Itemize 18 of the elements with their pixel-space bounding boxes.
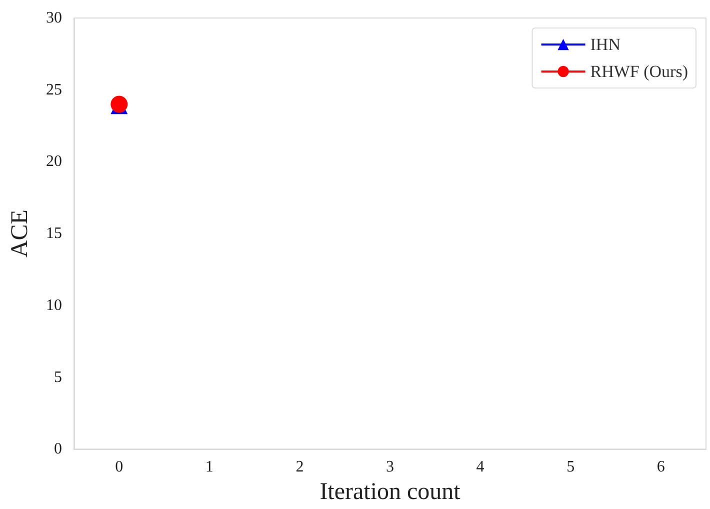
x-tick-label: 3 [386, 458, 394, 476]
x-tick-label: 1 [205, 458, 214, 476]
x-tick-label: 6 [656, 458, 665, 476]
x-axis-title: Iteration count [320, 479, 461, 505]
x-tick-label: 2 [296, 458, 304, 476]
y-tick-label: 10 [46, 296, 62, 314]
y-tick-label: 15 [46, 225, 62, 242]
legend-label: IHN [590, 35, 620, 54]
y-tick-label: 25 [46, 81, 62, 98]
legend-label: RHWF (Ours) [590, 62, 688, 81]
x-tick-label: 5 [566, 458, 575, 476]
y-tick-label: 20 [46, 153, 62, 170]
y-tick-label: 5 [54, 368, 62, 386]
x-tick-label: 0 [115, 458, 124, 476]
y-tick-label: 30 [46, 10, 62, 26]
y-axis-title: ACE [7, 210, 33, 258]
x-tick-label: 4 [476, 458, 484, 476]
y-tick-label: 0 [54, 440, 62, 458]
